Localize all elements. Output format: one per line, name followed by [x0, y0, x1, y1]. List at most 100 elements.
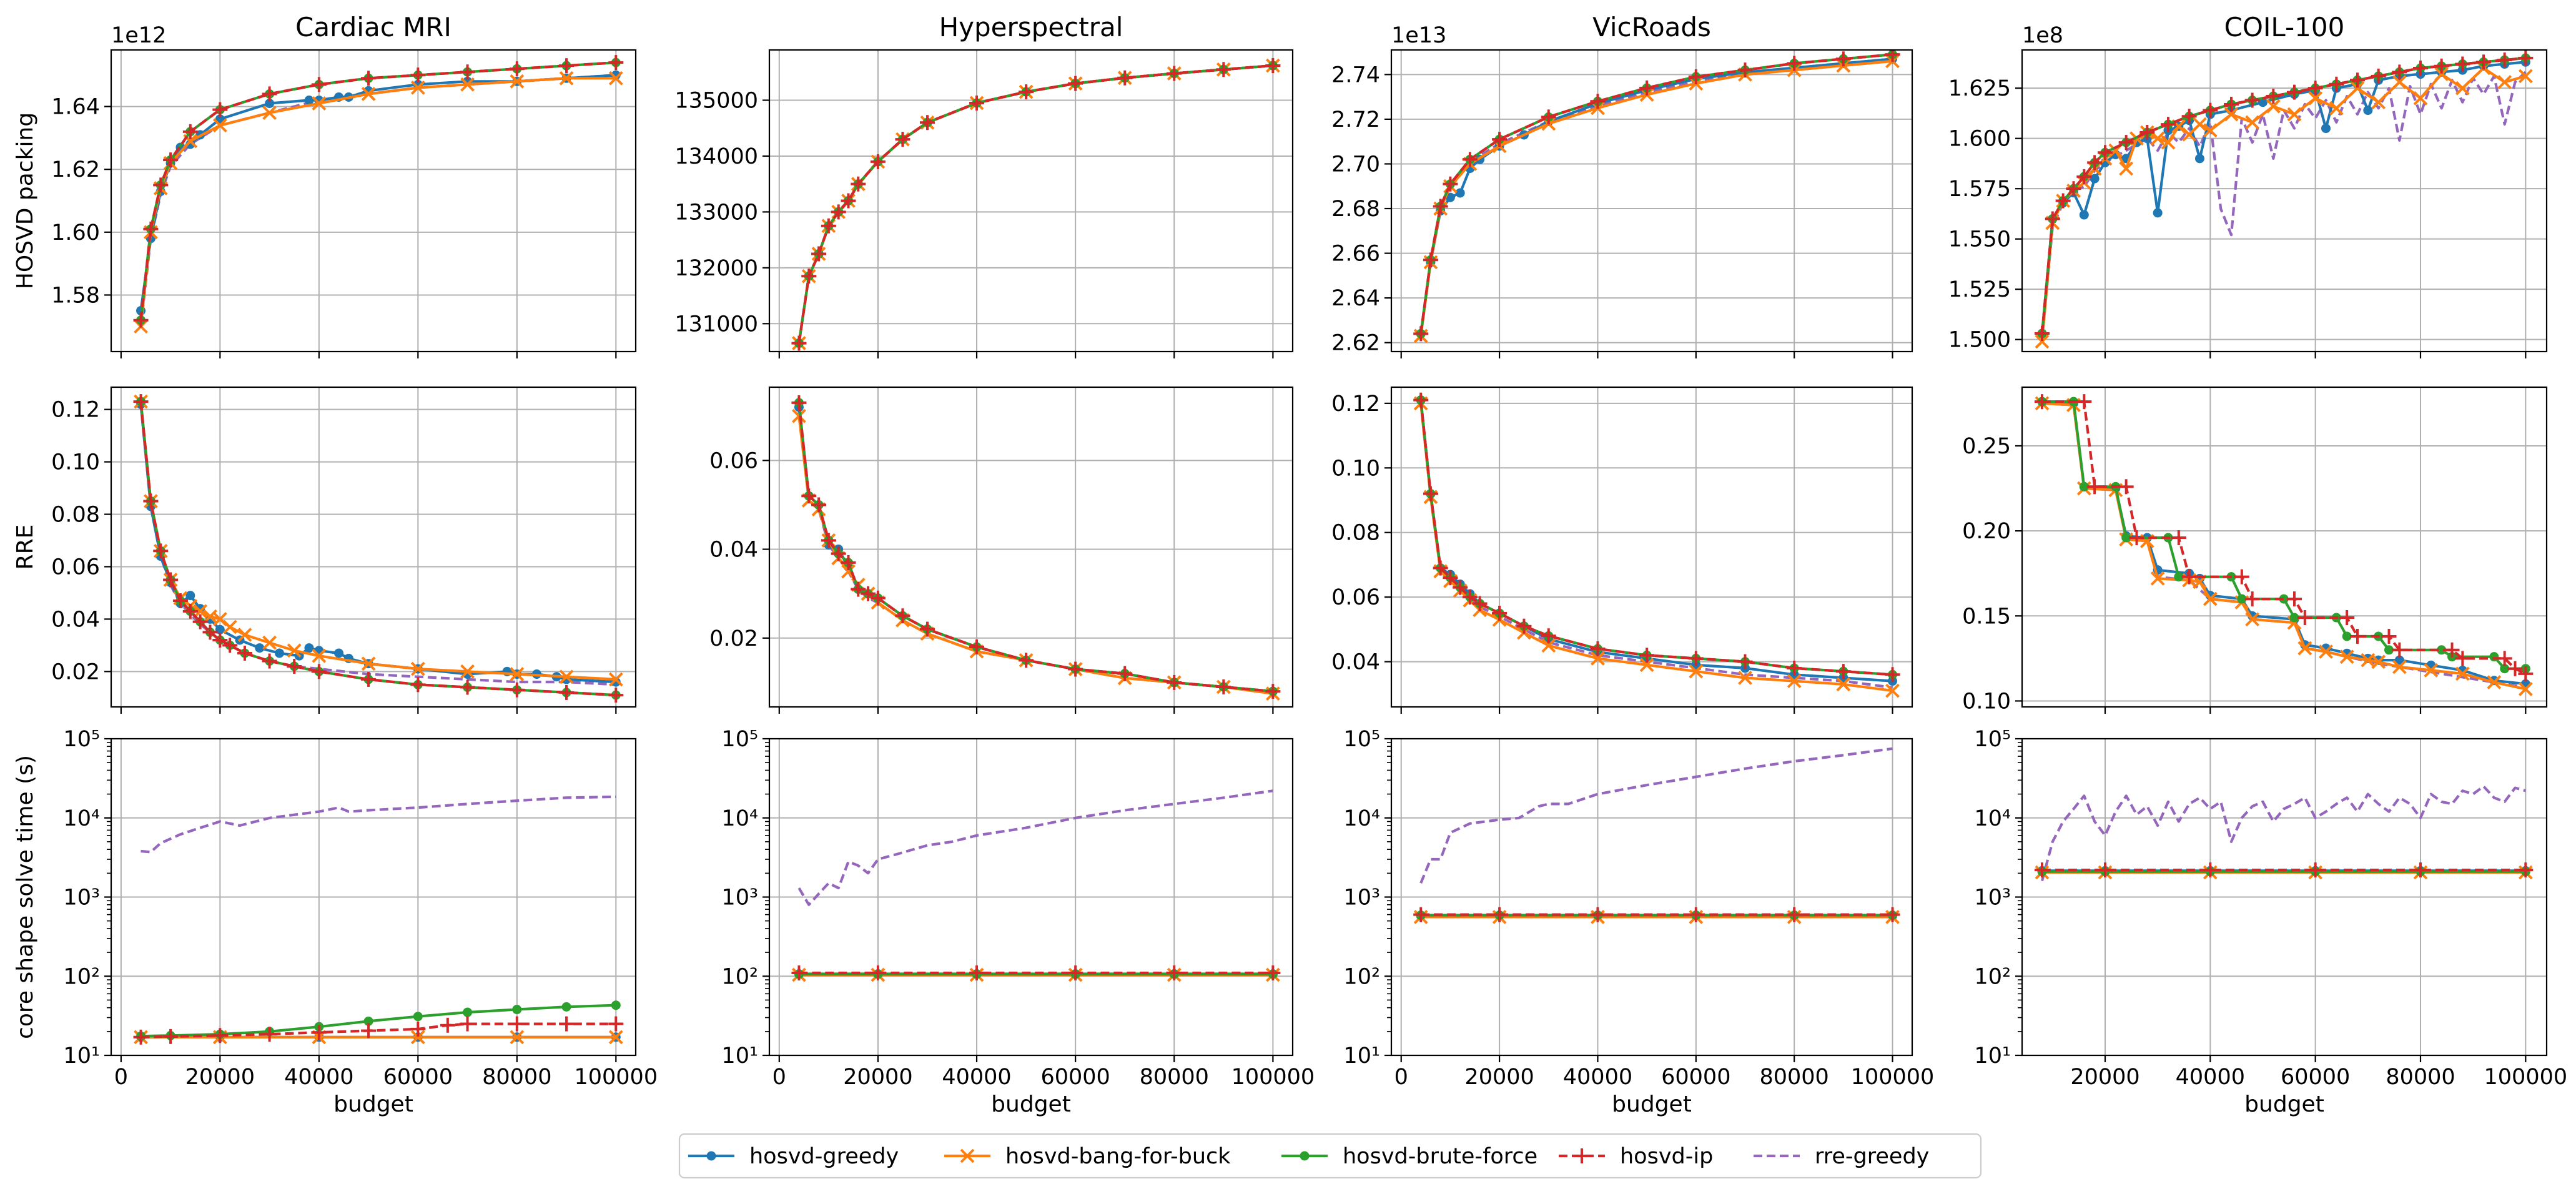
data-point-hosvd-greedy	[215, 624, 225, 634]
x-tick-label: 60000	[1661, 1065, 1730, 1090]
data-point-hosvd-bang-for-buck	[2518, 69, 2533, 84]
data-point-hosvd-ip	[1885, 907, 1900, 922]
data-point-hosvd-bang-for-buck	[361, 87, 376, 101]
data-point-hosvd-ip	[1462, 152, 1478, 167]
data-point-hosvd-bang-for-buck	[2371, 654, 2386, 669]
data-point-hosvd-ip	[1019, 653, 1034, 668]
series-line-hosvd-ip	[141, 1022, 616, 1039]
y-tick-label: 0.12	[51, 398, 100, 423]
data-point-hosvd-ip	[440, 1017, 455, 1033]
y-tick-label: 0.20	[1962, 519, 2011, 544]
data-point-hosvd-ip	[163, 1029, 179, 1044]
series-line-rre-greedy	[797, 64, 1273, 343]
data-point-hosvd-ip	[2097, 145, 2113, 160]
data-point-hosvd-bang-for-buck	[460, 77, 475, 92]
data-point-hosvd-ip	[2518, 50, 2534, 66]
data-point-hosvd-ip	[1885, 50, 1900, 62]
x-tick-label: 0	[114, 1065, 128, 1090]
y-tick-label: 1.60	[51, 220, 100, 245]
data-point-hosvd-ip	[460, 64, 475, 80]
series-line-rre-greedy	[797, 411, 1273, 693]
y-tick-label: 1.500	[1948, 328, 2011, 353]
y-tick-label: 0.04	[1331, 650, 1380, 675]
axes-frame	[110, 49, 637, 353]
data-point-hosvd-bang-for-buck	[237, 628, 252, 643]
data-point-hosvd-ip	[2234, 569, 2249, 585]
y-tick-label: 0.10	[1962, 689, 2011, 714]
y-tick-label: 0.02	[709, 626, 758, 651]
subplot-r1-c1: 0.02 0.04 0.06	[709, 386, 1294, 714]
offset-text: 1e13	[1391, 23, 1446, 48]
data-point-hosvd-ip	[1423, 252, 1438, 268]
y-tick-label: 10³	[721, 886, 758, 910]
y-tick-label: 132000	[674, 256, 758, 281]
data-point-hosvd-ip	[2223, 96, 2239, 112]
y-tick-label: 2.68	[1331, 197, 1380, 222]
data-point-hosvd-ip	[2045, 211, 2060, 227]
data-point-hosvd-ip	[2371, 68, 2386, 84]
x-tick-label: 40000	[942, 1065, 1011, 1090]
data-point-hosvd-bang-for-buck	[212, 611, 227, 626]
legend-entry-rre-greedy: rre-greedy	[1754, 1144, 1929, 1169]
data-point-hosvd-ip	[1541, 109, 1556, 125]
x-tick-label: 20000	[2070, 1065, 2139, 1090]
data-point-hosvd-ip	[311, 1025, 327, 1040]
data-point-hosvd-bang-for-buck	[2434, 67, 2449, 82]
data-point-hosvd-ip	[1462, 590, 1478, 605]
data-point-hosvd-bang-for-buck	[2224, 107, 2239, 122]
y-tick-label: 0.02	[51, 659, 100, 684]
y-tick-label: 1.525	[1948, 277, 2011, 302]
data-point-hosvd-bang-for-buck	[361, 656, 376, 671]
data-point-hosvd-ip	[791, 335, 807, 351]
data-point-hosvd-ip	[212, 1028, 228, 1043]
series-line-hosvd-ip	[139, 61, 616, 320]
data-point-hosvd-ip	[559, 1016, 575, 1032]
data-point-hosvd-bang-for-buck	[2424, 663, 2439, 678]
x-tick-label: 100000	[574, 1065, 658, 1090]
data-point-hosvd-bang-for-buck	[510, 667, 525, 681]
x-tick-label: 60000	[2281, 1065, 2350, 1090]
y-tick-label: 0.10	[51, 450, 100, 475]
data-point-hosvd-bang-for-buck	[608, 71, 623, 86]
x-tick-label: 20000	[185, 1065, 255, 1090]
data-point-hosvd-ip	[2455, 651, 2470, 666]
y-tick-label: 10⁴	[721, 806, 758, 831]
data-point-hosvd-ip	[861, 586, 876, 601]
data-point-hosvd-brute-force	[2437, 645, 2447, 655]
series-group	[133, 795, 624, 1045]
series-line-rre-greedy	[797, 789, 1273, 906]
data-point-hosvd-ip	[2244, 92, 2260, 108]
subplot-r0-c3: 1.500 1.525 1.550 1.575 1.600 1.625 1e8 COIL-10…	[1948, 12, 2548, 358]
data-point-hosvd-bang-for-buck	[1541, 638, 1556, 653]
subplot-r1-c0: 0.02 0.04 0.06 0.08 0.10 0.12 RRE	[12, 386, 637, 714]
subplot-r2-c1: 0 20000 40000 60000 80000 100000 10¹ 10² 10³ 10⁴ 1…	[721, 727, 1315, 1117]
data-point-hosvd-ip	[895, 132, 910, 147]
y-tick-label: 1.62	[51, 157, 100, 182]
y-tick-label: 0.04	[709, 538, 758, 563]
data-point-hosvd-greedy	[2153, 208, 2163, 218]
data-point-hosvd-brute-force	[561, 1002, 571, 1012]
data-point-hosvd-ip	[2434, 58, 2449, 74]
data-point-hosvd-bang-for-buck	[2392, 75, 2407, 89]
y-tick-label: 2.66	[1331, 242, 1380, 267]
data-point-hosvd-ip	[1541, 628, 1556, 644]
axes-frame	[768, 49, 1294, 353]
series-line-hosvd-ip	[797, 64, 1273, 343]
y-tick-label: 135000	[674, 89, 758, 114]
data-point-hosvd-bang-for-buck	[262, 106, 277, 121]
data-point-hosvd-bang-for-buck	[1787, 674, 1802, 689]
series-line-hosvd-ip	[1419, 400, 1893, 676]
legend-label: rre-greedy	[1815, 1144, 1929, 1169]
data-point-hosvd-ip	[1413, 392, 1429, 408]
legend-marker	[1574, 1148, 1589, 1163]
data-point-hosvd-ip	[222, 638, 238, 653]
y-tick-label: 2.62	[1331, 331, 1380, 356]
data-point-hosvd-bang-for-buck	[1836, 677, 1851, 692]
legend-marker	[706, 1151, 716, 1161]
data-point-hosvd-ip	[1688, 651, 1704, 666]
data-point-hosvd-ip	[2034, 862, 2050, 878]
series-line-hosvd-brute-force	[1419, 400, 1893, 676]
data-point-hosvd-ip	[1639, 648, 1655, 663]
data-point-hosvd-ip	[2444, 642, 2460, 658]
